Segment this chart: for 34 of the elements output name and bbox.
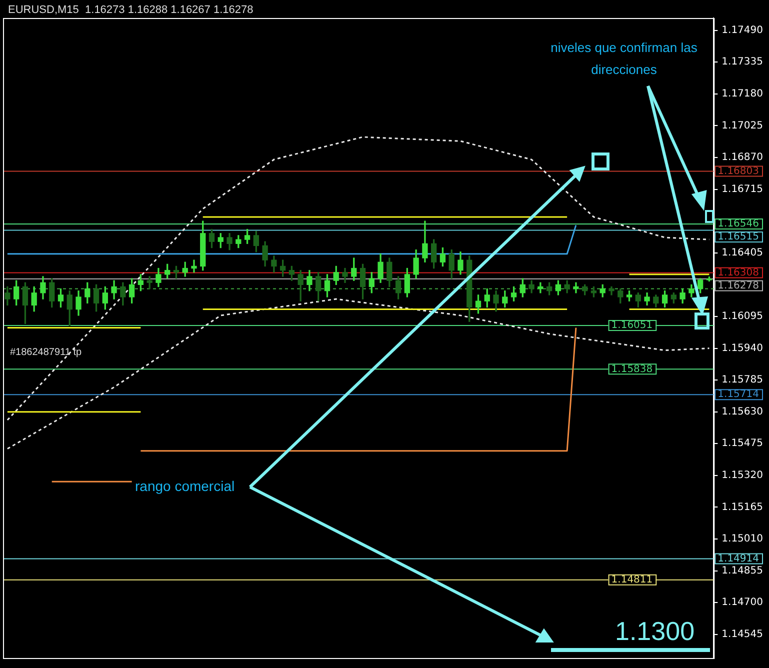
ref-line-label: 1.15714 xyxy=(718,389,760,400)
y-tick-label: 1.15320 xyxy=(722,470,764,482)
annotation: rango comercial xyxy=(135,478,235,494)
y-tick-label: 1.17335 xyxy=(722,56,764,68)
ref-line-label: 1.16051 xyxy=(611,320,653,332)
y-tick-label: 1.14545 xyxy=(722,629,764,640)
ref-line-label: 1.16546 xyxy=(718,218,760,230)
ref-line-label: 1.16278 xyxy=(718,280,760,292)
y-tick-label: 1.15630 xyxy=(722,406,764,418)
ref-line-label: 1.14914 xyxy=(718,553,760,564)
annotation: 1.1300 xyxy=(615,616,695,647)
y-tick-label: 1.17180 xyxy=(722,88,764,100)
line-series xyxy=(6,298,710,450)
y-tick-label: 1.16095 xyxy=(722,311,764,322)
y-tick-label: 1.15785 xyxy=(722,374,764,386)
y-tick-label: 1.14855 xyxy=(722,565,764,576)
ref-line-label: 1.16515 xyxy=(718,232,760,243)
ref-line-label: 1.16803 xyxy=(718,166,760,177)
y-tick-label: 1.17490 xyxy=(722,24,764,36)
y-tick-label: 1.16405 xyxy=(722,247,764,258)
chart-title: EURUSD,M15 1.16273 1.16288 1.16267 1.16278 xyxy=(8,4,254,16)
ref-line-label: 1.14811 xyxy=(611,574,653,586)
y-tick-label: 1.15940 xyxy=(722,342,764,354)
ref-line-label: 1.15838 xyxy=(611,364,653,375)
annotation: niveles que confirman las direcciones xyxy=(550,39,698,79)
y-tick-label: 1.16870 xyxy=(722,152,764,164)
y-tick-label: 1.15165 xyxy=(722,502,764,513)
y-tick-label: 1.14700 xyxy=(722,597,764,608)
y-tick-label: 1.16715 xyxy=(722,184,764,195)
y-tick-label: 1.17025 xyxy=(722,120,764,132)
y-tick-label: 1.15475 xyxy=(722,438,764,450)
ref-line-label: 1.16308 xyxy=(718,267,760,278)
annotation: #1862487911 tp xyxy=(10,347,82,358)
y-tick-label: 1.15010 xyxy=(722,534,764,545)
